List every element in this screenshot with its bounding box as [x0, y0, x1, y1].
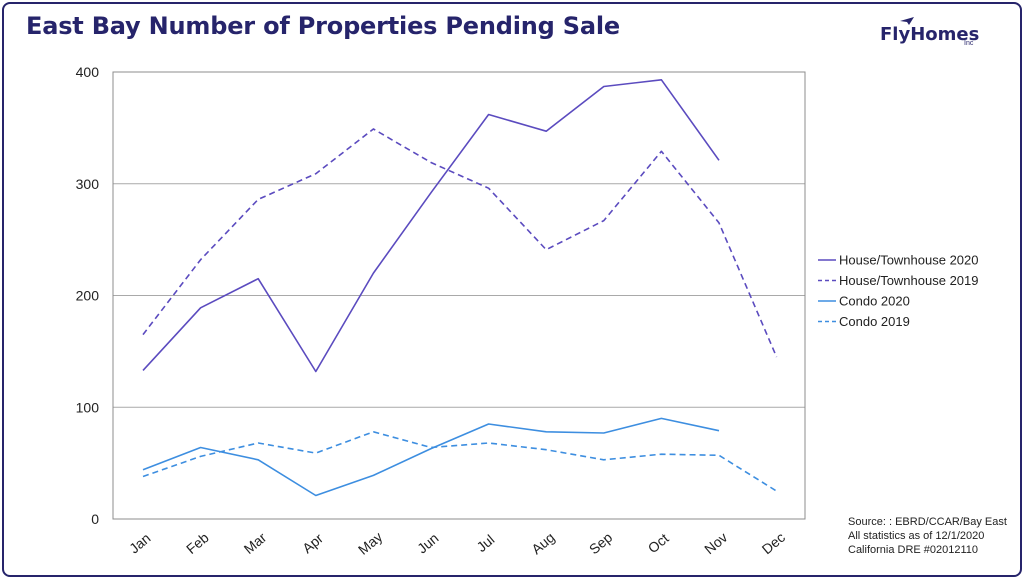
legend-label: Condo 2019: [839, 314, 910, 329]
series-line: [142, 79, 720, 373]
x-tick-label: Nov: [701, 529, 730, 557]
plot-area: [112, 71, 806, 520]
x-tick-label: Jun: [414, 530, 442, 557]
series-line: [142, 417, 720, 497]
x-tick-label: Jul: [473, 531, 497, 555]
series-line: [142, 431, 778, 492]
plane-logo-icon: [900, 17, 914, 25]
y-tick-label: 200: [76, 288, 100, 304]
source-line: Source: : EBRD/CCAR/Bay East: [848, 516, 1007, 528]
legend-label: Condo 2020: [839, 294, 910, 309]
y-tick-label: 300: [76, 176, 100, 192]
x-tick-label: Sep: [586, 529, 616, 557]
x-tick-label: Dec: [759, 529, 788, 557]
brand-logo: FlyHomes: [880, 24, 980, 45]
brand-logo-sub: Inc: [964, 40, 974, 47]
source-line: California DRE #02012110: [848, 544, 979, 556]
x-tick-label: Aug: [528, 529, 557, 557]
source-note: Source: : EBRD/CCAR/Bay East All statist…: [848, 515, 1007, 557]
chart-title: East Bay Number of Properties Pending Sa…: [26, 12, 620, 40]
y-tick-label: 0: [91, 511, 99, 527]
x-tick-label: Jan: [126, 530, 154, 557]
legend-label: House/Townhouse 2020: [839, 253, 979, 268]
x-tick-label: Mar: [241, 529, 270, 557]
source-line: All statistics as of 12/1/2020: [848, 530, 985, 542]
series-line: [142, 128, 778, 358]
x-tick-label: Apr: [299, 530, 326, 556]
legend-label: House/Townhouse 2019: [839, 273, 979, 288]
x-tick-label: May: [355, 529, 386, 558]
x-tick-label: Feb: [183, 529, 212, 557]
x-tick-label: Oct: [645, 530, 672, 556]
y-tick-label: 400: [76, 64, 100, 80]
y-tick-label: 100: [76, 399, 100, 415]
